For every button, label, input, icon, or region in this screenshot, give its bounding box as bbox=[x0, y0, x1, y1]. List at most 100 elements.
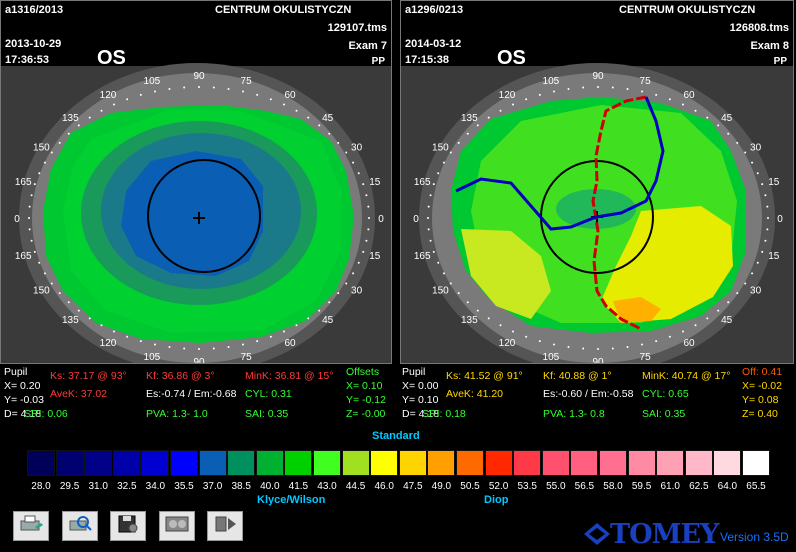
axis-tick-dot bbox=[58, 141, 61, 144]
axis-tick-dot bbox=[553, 90, 556, 93]
axis-angle-label: 105 bbox=[543, 76, 560, 87]
axis-tick-dot bbox=[183, 86, 186, 89]
camera-playback-button[interactable] bbox=[207, 511, 243, 541]
scale-tick-label: 35.5 bbox=[174, 481, 194, 492]
right-mink-value: MinK: 40.74 @ 17° bbox=[642, 370, 731, 382]
axis-angle-label: 150 bbox=[432, 286, 449, 297]
tomey-logo-mark-icon bbox=[584, 523, 610, 545]
axis-tick-dot bbox=[227, 87, 230, 90]
floppy-disk-icon bbox=[115, 513, 141, 540]
axis-tick-dot bbox=[717, 309, 720, 312]
axis-tick-dot bbox=[154, 90, 157, 93]
scale-tick-label: 28.0 bbox=[31, 481, 51, 492]
axis-angle-label: 135 bbox=[461, 113, 478, 124]
axis-angle-label: 30 bbox=[750, 143, 762, 154]
axis-tick-dot bbox=[597, 86, 599, 88]
scale-swatch bbox=[456, 450, 484, 476]
axis-tick-dot bbox=[744, 151, 747, 154]
axis-tick-dot bbox=[183, 347, 186, 350]
left-offset-z: Z= -0.00 bbox=[346, 408, 386, 420]
axis-tick-dot bbox=[38, 172, 41, 175]
axis-angle-label: 165 bbox=[414, 177, 431, 188]
axis-tick-dot bbox=[337, 141, 340, 144]
axis-tick-dot bbox=[345, 282, 348, 285]
axis-tick-dot bbox=[432, 250, 435, 253]
axis-tick-dot bbox=[100, 109, 103, 112]
save-disk-button[interactable] bbox=[110, 511, 146, 541]
axis-angle-label: 45 bbox=[322, 113, 334, 124]
right-pupil-label: Pupil bbox=[402, 366, 426, 378]
right-pva-value: PVA: 1.3- 0.8 bbox=[543, 408, 605, 420]
right-exam-time: 17:15:38 bbox=[405, 54, 450, 66]
scale-tick-label: 64.0 bbox=[717, 481, 738, 492]
axis-tick-dot bbox=[582, 347, 585, 350]
axis-tick-dot bbox=[113, 103, 115, 106]
scale-tick-label: 55.0 bbox=[546, 481, 566, 492]
axis-tick-dot bbox=[283, 103, 285, 106]
axis-angle-label: 105 bbox=[144, 352, 161, 363]
axis-tick-dot bbox=[50, 282, 53, 285]
axis-tick-dot bbox=[682, 330, 684, 333]
axis-tick-dot bbox=[295, 324, 298, 327]
scale-tick-label: 34.0 bbox=[145, 481, 166, 492]
axis-tick-dot bbox=[357, 172, 360, 175]
axis-angle-label: 0 bbox=[14, 214, 20, 225]
scale-swatch bbox=[427, 450, 456, 476]
axis-tick-dot bbox=[168, 346, 171, 349]
brand-name: TOMEY bbox=[610, 519, 719, 550]
left-pupil-label: Pupil bbox=[4, 366, 28, 378]
axis-tick-dot bbox=[38, 261, 41, 264]
right-flat-meridian-line bbox=[455, 96, 665, 231]
scale-tick-label: 38.5 bbox=[231, 481, 251, 492]
axis-tick-dot bbox=[611, 86, 614, 89]
axis-tick-dot bbox=[476, 309, 479, 312]
print-zoom-button[interactable] bbox=[61, 511, 98, 541]
print-preview-button[interactable] bbox=[13, 511, 49, 541]
scale-swatch bbox=[284, 450, 313, 476]
axis-tick-dot bbox=[43, 272, 46, 275]
scale-swatch bbox=[599, 450, 627, 476]
right-eye-label: OS bbox=[497, 47, 526, 69]
axis-tick-dot bbox=[499, 109, 502, 112]
right-avek-value: AveK: 41.20 bbox=[446, 388, 504, 400]
axis-angle-label: 105 bbox=[144, 76, 161, 87]
axis-tick-dot bbox=[751, 272, 754, 275]
scale-tick-label: 58.0 bbox=[603, 481, 623, 492]
axis-tick-dot bbox=[567, 87, 570, 90]
right-offset-x: X= -0.02 bbox=[742, 380, 782, 392]
right-corneal-map-graphic[interactable]: 0 15 30 45 60 75 90 105 120 135 150 165 0 165 150 135 12… bbox=[401, 1, 794, 364]
right-axis-ring: 0 15 30 45 60 75 90 105 120 135 150 165 0 165 150 135 12… bbox=[413, 71, 783, 363]
axis-tick-dot bbox=[655, 93, 658, 96]
axis-tick-dot bbox=[682, 103, 684, 106]
axis-tick-dot bbox=[764, 194, 767, 197]
right-sri-value: SRI: 0.18 bbox=[422, 408, 466, 420]
axis-tick-dot bbox=[269, 335, 272, 338]
axis-tick-dot bbox=[365, 239, 368, 242]
left-topography-map[interactable]: 0 15 30 45 60 75 90 105 120 135 150 165 0 165 150 135 12… bbox=[0, 0, 392, 364]
scale-swatch bbox=[227, 450, 256, 476]
scale-tick-label: 32.5 bbox=[117, 481, 137, 492]
scale-swatch bbox=[198, 450, 227, 476]
right-offset-y: Y= 0.08 bbox=[742, 394, 779, 406]
axis-tick-dot bbox=[751, 161, 754, 164]
axis-tick-dot bbox=[307, 317, 310, 320]
right-sai-value: SAI: 0.35 bbox=[642, 408, 686, 420]
right-topography-map[interactable]: 0 15 30 45 60 75 90 105 120 135 150 165 0 165 150 135 12… bbox=[400, 0, 794, 364]
axis-tick-dot bbox=[525, 98, 528, 101]
scale-tick-label: 41.5 bbox=[288, 481, 309, 492]
left-corneal-map-graphic[interactable]: 0 15 30 45 60 75 90 105 120 135 150 165 0 165 150 135 12… bbox=[1, 1, 392, 364]
axis-tick-dot bbox=[727, 301, 730, 304]
axis-tick-dot bbox=[626, 87, 629, 90]
axis-angle-label: 30 bbox=[750, 286, 762, 297]
axis-tick-dot bbox=[227, 346, 230, 349]
left-mink-value: MinK: 36.81 @ 15° bbox=[245, 370, 334, 382]
left-pva-value: PVA: 1.3- 1.0 bbox=[146, 408, 208, 420]
axis-tick-dot bbox=[736, 141, 739, 144]
scale-type-label[interactable]: Standard bbox=[372, 430, 420, 442]
axis-tick-dot bbox=[241, 90, 244, 93]
axis-tick-dot bbox=[318, 309, 321, 312]
record-playback-button[interactable] bbox=[158, 511, 195, 541]
axis-tick-dot bbox=[67, 132, 70, 135]
axis-tick-dot bbox=[357, 261, 360, 264]
axis-tick-dot bbox=[597, 348, 599, 350]
